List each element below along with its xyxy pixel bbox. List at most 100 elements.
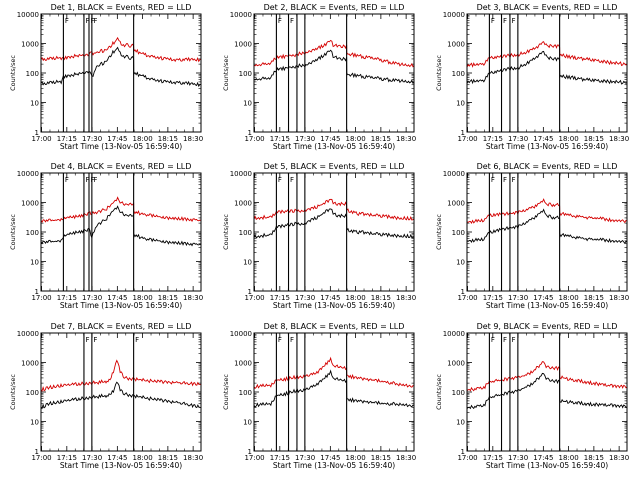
y-tick-label: 10000 [17,330,39,338]
plot-frame [40,13,202,133]
x-tick-label: 18:15 [584,294,604,302]
flag-label: F [491,336,495,344]
x-tick-label: 17:45 [107,294,127,302]
x-tick-label: 17:45 [533,294,553,302]
y-tick-label: 10 [30,100,39,108]
y-tick-label: 10000 [230,11,252,19]
x-axis-label: Start Time (13-Nov-05 16:59:40) [60,142,182,151]
panel-title: Det 7, BLACK = Events, RED = LLD [51,322,192,331]
x-tick-label: 17:45 [320,294,340,302]
panel-title: Det 4, BLACK = Events, RED = LLD [51,162,192,171]
plot-frame [466,13,628,133]
y-tick-label: 100 [26,229,39,237]
panel-title: Det 1, BLACK = Events, RED = LLD [51,3,192,12]
y-tick-label: 1000 [447,200,465,208]
y-tick-label: 10000 [17,11,39,19]
x-axis-label: Start Time (13-Nov-05 16:59:40) [273,461,395,470]
y-tick-label: 1 [35,288,39,296]
x-tick-label: 17:15 [270,135,290,143]
y-tick-label: 10000 [230,330,252,338]
plot-frame [466,172,628,292]
x-axis-label: Start Time (13-Nov-05 16:59:40) [60,301,182,310]
y-tick-label: 10 [30,259,39,267]
x-axis-label: Start Time (13-Nov-05 16:59:40) [486,301,608,310]
y-tick-label: 1000 [234,41,252,49]
series-lld [253,198,415,221]
panel-title: Det 2, BLACK = Events, RED = LLD [264,3,405,12]
y-tick-label: 1000 [447,41,465,49]
y-tick-label: 1000 [21,200,39,208]
x-tick-label: 18:30 [183,454,203,462]
y-tick-label: 1000 [21,41,39,49]
x-tick-label: 17:30 [82,454,102,462]
x-tick-label: 17:45 [533,135,553,143]
flag-label: F [278,17,282,25]
y-tick-label: 1 [461,288,465,296]
y-tick-label: 1 [248,448,252,456]
x-tick-label: 17:45 [107,135,127,143]
y-tick-label: 100 [239,229,252,237]
x-tick-label: 17:00 [457,454,477,462]
x-tick-label: 18:30 [396,294,416,302]
y-tick-label: 100 [452,70,465,78]
x-tick-label: 18:15 [371,454,391,462]
x-tick-label: 17:15 [57,294,77,302]
series-lld [40,359,202,392]
x-tick-label: 17:00 [457,135,477,143]
x-tick-label: 17:00 [31,454,51,462]
plot-frame [253,13,415,133]
x-tick-label: 17:30 [295,454,315,462]
x-tick-label: 17:15 [270,454,290,462]
flag-label: F [290,17,294,25]
x-tick-label: 18:00 [346,294,366,302]
x-tick-label: 18:00 [133,135,153,143]
y-axis-label: Counts/sec [222,374,230,410]
x-axis-label: Start Time (13-Nov-05 16:59:40) [486,461,608,470]
x-axis-label: Start Time (13-Nov-05 16:59:40) [486,142,608,151]
panel-det-2: Det 2, BLACK = Events, RED = LLD 1 10 100 10… [222,3,416,151]
y-tick-label: 100 [239,70,252,78]
x-tick-label: 18:30 [183,294,203,302]
flag-label: F [85,17,89,25]
panel-title: Det 8, BLACK = Events, RED = LLD [264,322,405,331]
panel-det-9: Det 9, BLACK = Events, RED = LLD 1 10 100 10… [435,322,629,470]
x-tick-label: 17:30 [82,294,102,302]
y-tick-label: 1 [248,288,252,296]
flag-label: F [85,336,89,344]
y-tick-label: 100 [452,389,465,397]
y-tick-label: 10 [456,100,465,108]
x-tick-label: 18:30 [609,294,629,302]
series-lld [40,36,202,63]
y-axis-label: Counts/sec [9,55,17,91]
series-lld [466,198,628,224]
series-events [253,208,415,239]
x-tick-label: 18:30 [396,454,416,462]
x-tick-label: 18:00 [559,135,579,143]
x-tick-label: 17:00 [31,294,51,302]
y-tick-label: 1000 [447,360,465,368]
flag-label: F [91,17,95,25]
panel-title: Det 3, BLACK = Events, RED = LLD [477,3,618,12]
x-tick-label: 17:30 [295,135,315,143]
x-tick-label: 17:15 [57,135,77,143]
x-tick-label: 18:15 [158,454,178,462]
y-tick-label: 1000 [21,360,39,368]
y-tick-label: 10 [243,419,252,427]
series-lld [253,39,415,68]
x-tick-label: 17:30 [508,135,528,143]
panel-det-8: Det 8, BLACK = Events, RED = LLD 1 10 100 10… [222,322,416,470]
flag-label: F [93,17,97,25]
series-lld [466,361,628,392]
y-tick-label: 100 [452,229,465,237]
plot-frame [40,332,202,452]
x-tick-label: 17:30 [295,294,315,302]
x-axis-label: Start Time (13-Nov-05 16:59:40) [273,142,395,151]
x-tick-label: 17:45 [320,454,340,462]
series-events [253,49,415,84]
y-axis-label: Counts/sec [9,374,17,410]
panel-det-4: Det 4, BLACK = Events, RED = LLD 1 10 100 10… [9,162,203,310]
y-tick-label: 100 [239,389,252,397]
series-events [466,50,628,85]
